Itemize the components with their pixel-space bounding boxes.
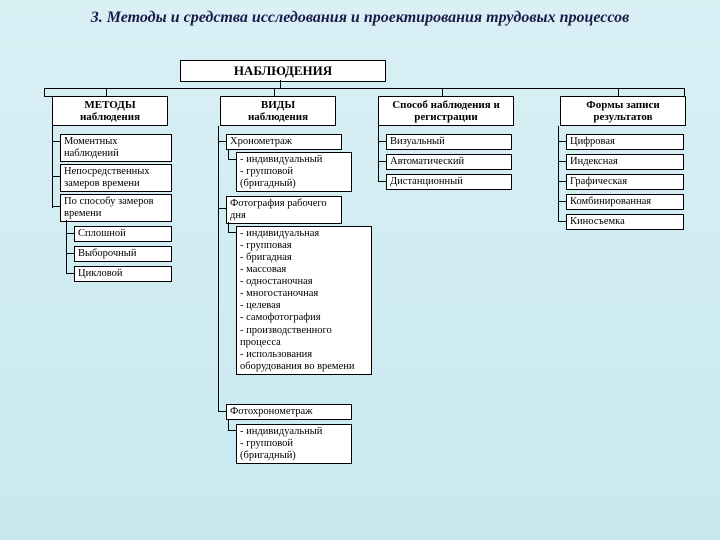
conn xyxy=(228,149,229,159)
c4-item-2: Графическая xyxy=(566,174,684,190)
conn xyxy=(52,141,60,142)
c1-item-1: Непосредственных замеров времени xyxy=(60,164,172,192)
conn xyxy=(558,141,566,142)
conn xyxy=(228,159,236,160)
c3-item-1: Автоматический xyxy=(386,154,512,170)
c3-item-0: Визуальный xyxy=(386,134,512,150)
conn xyxy=(44,88,684,89)
conn xyxy=(558,181,566,182)
page-title: 3. Методы и средства исследования и прое… xyxy=(0,0,720,31)
conn xyxy=(66,253,74,254)
conn xyxy=(44,88,45,96)
conn xyxy=(228,222,229,232)
conn xyxy=(378,126,379,182)
conn xyxy=(52,176,60,177)
c4-item-3: Комбинированная xyxy=(566,194,684,210)
conn xyxy=(378,161,386,162)
conn xyxy=(44,96,52,97)
conn xyxy=(558,221,566,222)
conn xyxy=(442,88,443,96)
conn xyxy=(280,80,281,88)
root-node: НАБЛЮДЕНИЯ xyxy=(180,60,386,82)
conn xyxy=(558,161,566,162)
conn xyxy=(52,126,53,208)
col3-head: Способ наблюдения и регистрации xyxy=(378,96,514,126)
c2-item-2: Фотография рабочего дня xyxy=(226,196,342,224)
c2-item-1: - индивидуальный- групповой (бригадный) xyxy=(236,152,352,192)
c1-item-4: Выборочный xyxy=(74,246,172,262)
col2-head: ВИДЫнаблюдения xyxy=(220,96,336,126)
conn xyxy=(66,233,74,234)
c1-item-3: Сплошной xyxy=(74,226,172,242)
conn xyxy=(66,273,74,274)
conn xyxy=(618,88,619,96)
conn xyxy=(218,411,226,412)
conn xyxy=(52,206,60,207)
c4-item-4: Киносъемка xyxy=(566,214,684,230)
c1-item-2: По способу замеров времени xyxy=(60,194,172,222)
c1-item-5: Цикловой xyxy=(74,266,172,282)
conn xyxy=(218,208,226,209)
col4-head: Формы записи результатов xyxy=(560,96,686,126)
conn xyxy=(228,420,229,430)
c1-item-0: Моментных наблюдений xyxy=(60,134,172,162)
conn xyxy=(106,88,107,96)
conn xyxy=(218,141,226,142)
c4-item-1: Индексная xyxy=(566,154,684,170)
conn xyxy=(228,232,236,233)
conn xyxy=(218,126,219,412)
conn xyxy=(558,201,566,202)
c4-item-0: Цифровая xyxy=(566,134,684,150)
conn xyxy=(684,88,685,96)
c3-item-2: Дистанционный xyxy=(386,174,512,190)
c2-item-5: - индивидуальный- групповой (бригадный) xyxy=(236,424,352,464)
conn xyxy=(378,181,386,182)
conn xyxy=(378,141,386,142)
conn xyxy=(274,88,275,96)
c2-item-3: - индивидуальная- групповая- бригадная- … xyxy=(236,226,372,375)
col1-head: МЕТОДЫнаблюдения xyxy=(52,96,168,126)
c2-item-4: Фотохронометраж xyxy=(226,404,352,420)
conn xyxy=(66,220,67,274)
conn xyxy=(228,430,236,431)
c2-item-0: Хронометраж xyxy=(226,134,342,150)
